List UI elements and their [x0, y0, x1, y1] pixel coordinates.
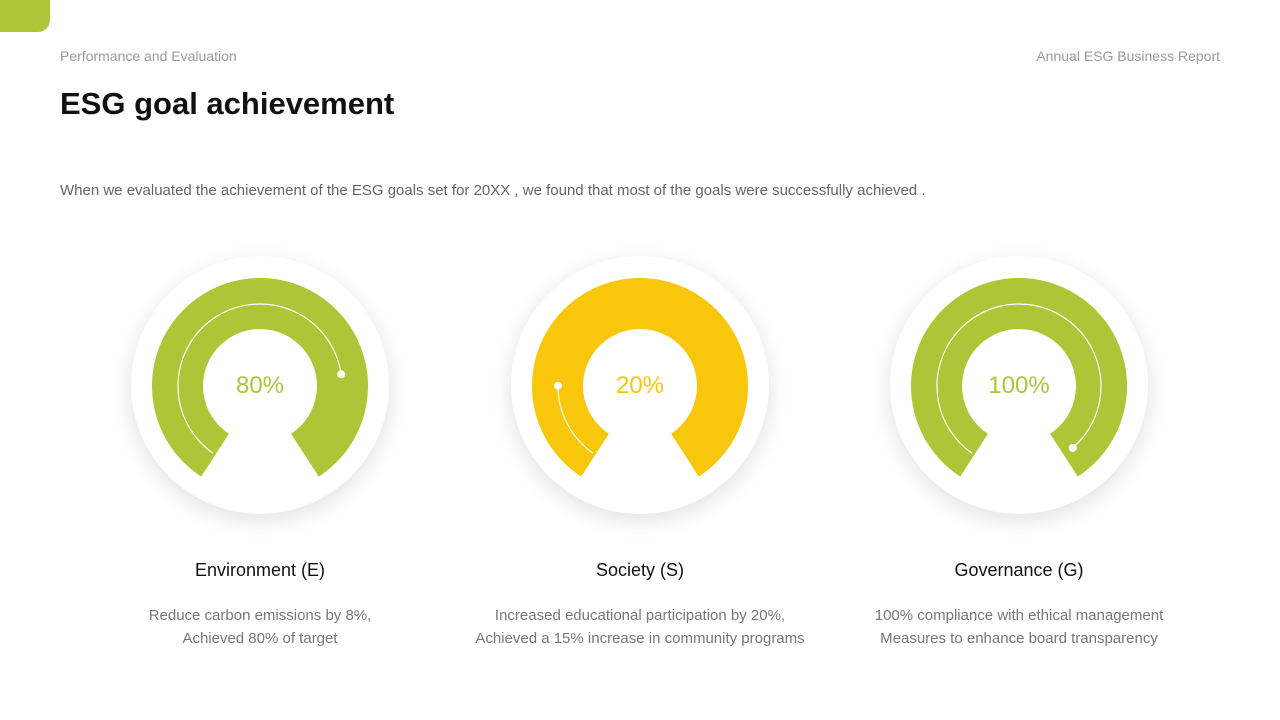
gauge-value: 80% [235, 372, 285, 399]
progress-marker [1068, 443, 1077, 452]
gauge-circle: 20% [511, 256, 769, 514]
gauge-circle: 80% [131, 256, 389, 514]
desc-line: Reduce carbon emissions by 8%, [148, 607, 372, 624]
progress-marker [337, 370, 346, 379]
gauge-ring [911, 278, 1127, 477]
gauge-ring [532, 278, 748, 477]
corner-accent [0, 0, 50, 32]
gauge-card-environment: 80% Environment (E) Reduce carbon emissi… [130, 256, 390, 647]
desc-line: Increased educational participation by 2… [494, 607, 786, 624]
gauge-value: 100% [988, 372, 1050, 399]
gauge-description: Reduce carbon emissions by 8%, Achieved 8… [70, 604, 450, 650]
gauge-chart [152, 278, 368, 477]
progress-marker [554, 381, 563, 390]
gauge-card-governance: 100% Governance (G) 100% compliance with… [875, 256, 1163, 647]
gauge-chart [911, 278, 1127, 477]
description: When we evaluated the achievement of the… [60, 182, 926, 199]
progress-line [557, 385, 594, 454]
desc-line: Achieved a 15% increase in community pro… [475, 630, 805, 647]
gauge-value: 20% [615, 372, 665, 399]
progress-line [177, 303, 342, 454]
page-title: ESG goal achievement [60, 86, 395, 121]
gauge-title: Society (S) [595, 560, 685, 580]
section-label: Performance and Evaluation [60, 48, 237, 64]
gauge-description: Increased educational participation by 2… [450, 604, 830, 650]
gauge-title: Environment (E) [194, 560, 326, 580]
report-label: Annual ESG Business Report [1036, 48, 1220, 64]
gauge-ring [152, 278, 368, 477]
gauge-title: Governance (G) [954, 560, 1084, 580]
desc-line: Achieved 80% of target [182, 630, 338, 647]
desc-line: Measures to enhance board transparency [880, 630, 1158, 647]
desc-line: 100% compliance with ethical management [874, 607, 1164, 624]
progress-line [936, 303, 1102, 454]
gauge-description: 100% compliance with ethical management M… [829, 604, 1209, 650]
gauge-chart [532, 278, 748, 477]
gauge-card-society: 20% Society (S) Increased educational pa… [475, 256, 805, 647]
gauge-circle: 100% [890, 256, 1148, 514]
